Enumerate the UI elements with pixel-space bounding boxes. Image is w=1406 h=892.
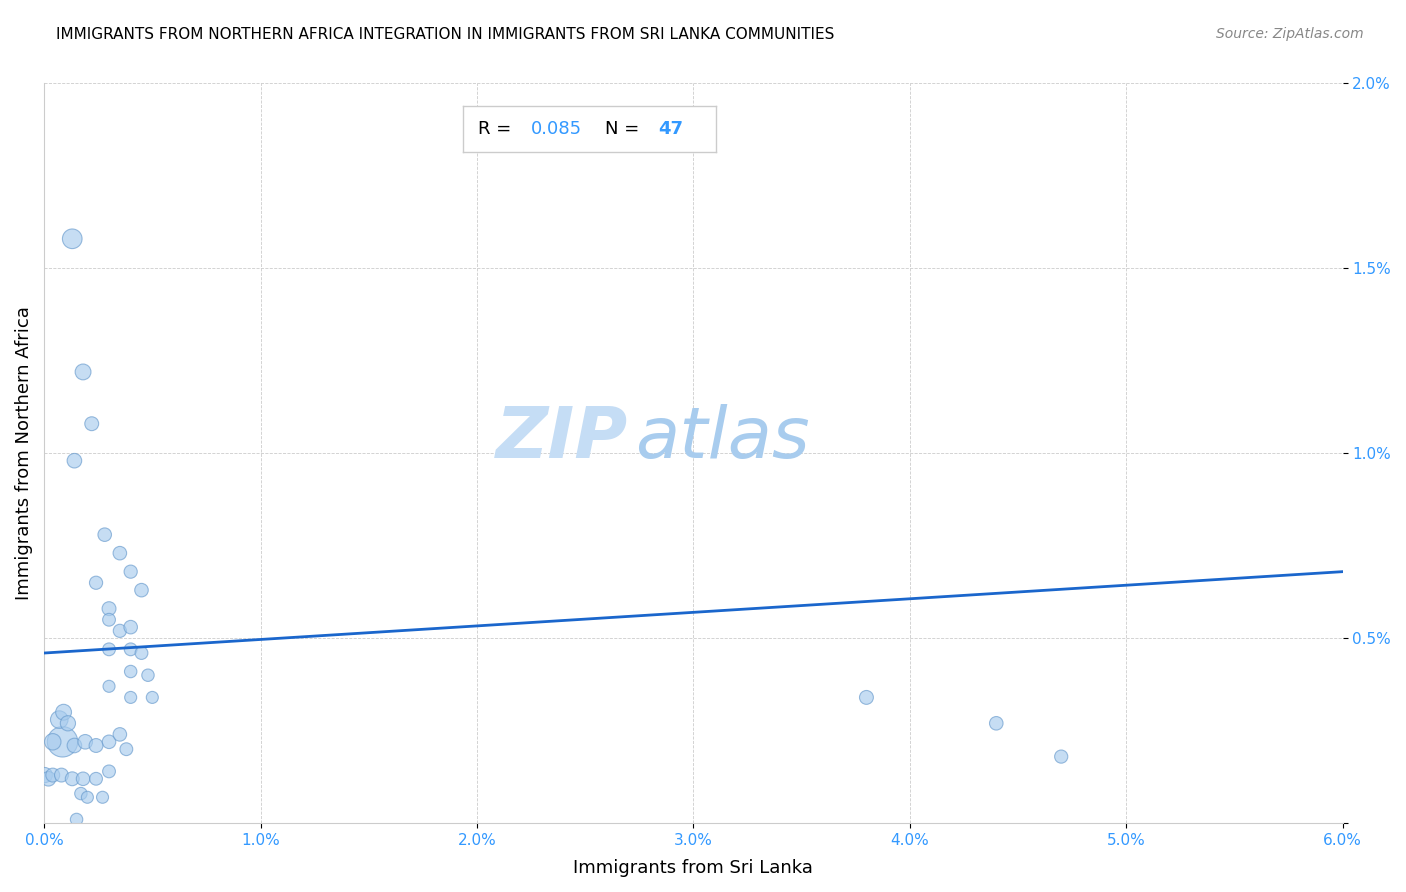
Point: [51, 735, 73, 749]
Point: [120, 620, 142, 634]
Point: [98, 679, 121, 693]
Point: [855, 690, 877, 705]
Point: [115, 742, 138, 756]
Point: [72, 772, 94, 786]
Point: [986, 716, 1008, 731]
Text: 0.085: 0.085: [531, 120, 582, 138]
Point: [60, 232, 83, 246]
Point: [70, 787, 93, 801]
Point: [108, 727, 131, 741]
Text: 47: 47: [658, 120, 683, 138]
Point: [52, 705, 75, 719]
Point: [63, 739, 86, 753]
Point: [51, 768, 73, 782]
Point: [37, 772, 59, 786]
Y-axis label: Immigrants from Northern Africa: Immigrants from Northern Africa: [15, 306, 32, 600]
Point: [131, 646, 153, 660]
Point: [91, 790, 114, 805]
Point: [98, 601, 121, 615]
Point: [72, 365, 94, 379]
X-axis label: Immigrants from Sri Lanka: Immigrants from Sri Lanka: [574, 859, 813, 877]
Text: R =: R =: [478, 120, 517, 138]
Point: [98, 613, 121, 627]
Text: atlas: atlas: [636, 404, 810, 473]
Point: [84, 772, 107, 786]
Point: [34, 768, 56, 782]
Point: [93, 527, 115, 541]
Point: [131, 583, 153, 598]
Point: [141, 690, 163, 705]
Point: [84, 739, 107, 753]
Point: [48, 713, 70, 727]
Point: [120, 690, 142, 705]
Point: [80, 417, 103, 431]
Point: [56, 716, 79, 731]
Point: [108, 546, 131, 560]
Point: [98, 764, 121, 779]
Text: N =: N =: [605, 120, 644, 138]
Text: IMMIGRANTS FROM NORTHERN AFRICA INTEGRATION IN IMMIGRANTS FROM SRI LANKA COMMUNI: IMMIGRANTS FROM NORTHERN AFRICA INTEGRAT…: [56, 27, 835, 42]
Text: ZIP: ZIP: [496, 404, 628, 473]
Point: [108, 624, 131, 638]
Point: [60, 772, 83, 786]
Point: [63, 453, 86, 467]
Point: [42, 735, 65, 749]
Point: [1050, 749, 1073, 764]
Point: [84, 575, 107, 590]
Point: [136, 668, 159, 682]
Point: [120, 665, 142, 679]
Point: [120, 642, 142, 657]
Point: [120, 565, 142, 579]
Point: [76, 790, 98, 805]
Point: [42, 768, 65, 782]
Point: [98, 642, 121, 657]
Text: Source: ZipAtlas.com: Source: ZipAtlas.com: [1216, 27, 1364, 41]
Point: [75, 735, 97, 749]
Point: [98, 735, 121, 749]
Point: [65, 813, 87, 827]
